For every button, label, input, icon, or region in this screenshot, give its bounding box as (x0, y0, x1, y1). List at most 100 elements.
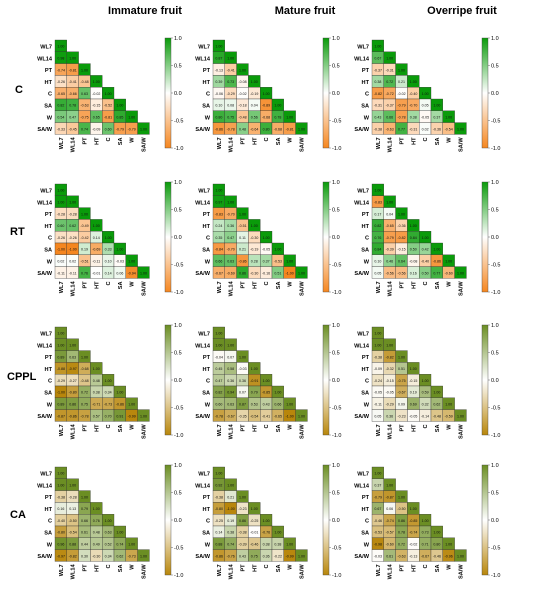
cell-value-label: -0.11 (69, 271, 77, 275)
column-variable-label: WL14 (388, 424, 394, 440)
cell-value-label: 1.00 (445, 115, 452, 119)
cell-value-label: -0.40 (57, 519, 65, 523)
column-variable-label: HT (94, 424, 100, 432)
colorbar-tick-label: -0.5 (332, 546, 341, 552)
cell-value-label: -0.46 (374, 519, 382, 523)
column-variable-label: SA/W (300, 281, 306, 296)
cell-value-label: 0.79 (251, 391, 258, 395)
cell-value-label: 0.76 (374, 236, 381, 240)
colorbar-tick-label: 1.0 (332, 463, 340, 469)
cell-value-label: -0.86 (238, 259, 246, 263)
cell-value-label: -0.16 (262, 271, 270, 275)
cell-value-label: 0.75 (251, 554, 258, 558)
column-variable-label: WL14 (229, 281, 235, 297)
cell-value-label: 0.86 (69, 402, 76, 406)
cell-value-label: 1.00 (445, 259, 452, 263)
colorbar-tick-label: -1.0 (332, 573, 341, 579)
cell-value-label: -0.27 (69, 379, 77, 383)
colorbar-tick-label: 1.0 (491, 463, 499, 469)
column-variable-label: SA/W (459, 281, 465, 296)
row-variable-label: WL14 (195, 343, 211, 349)
cell-value-label: 0.07 (239, 391, 246, 395)
column-variable-label: SA (276, 281, 282, 289)
row-variable-label: HT (203, 224, 211, 230)
cell-value-label: 0.74 (116, 542, 123, 546)
cell-value-label: 0.37 (433, 115, 440, 119)
cell-value-label: 0.63 (105, 531, 112, 535)
column-variable-label: PT (241, 281, 247, 289)
column-variable-label: WL14 (71, 424, 77, 440)
colorbar-tick-label: 0.0 (491, 378, 499, 384)
cell-value-label: 1.00 (239, 68, 246, 72)
cell-value-label: -0.78 (227, 127, 235, 131)
cell-value-label: -0.68 (262, 115, 270, 119)
cell-value-label: 1.00 (386, 483, 393, 487)
cell-value-label: 0.75 (227, 115, 234, 119)
column-variable-label: WL14 (71, 137, 77, 153)
row-variable-label: C (206, 236, 210, 242)
cell-value-label: 0.32 (422, 402, 429, 406)
cell-value-label: 0.77 (433, 271, 440, 275)
colorbar-tick-label: -0.5 (174, 546, 183, 552)
row-variable-label: WL14 (37, 56, 53, 62)
row-variable-label: SA (361, 390, 369, 396)
cell-value-label: 0.86 (239, 519, 246, 523)
row-variable-label: W (364, 259, 370, 265)
cell-value-label: 0.69 (410, 402, 417, 406)
cell-value-label: 1.00 (263, 379, 270, 383)
cell-value-label: -0.25 (250, 519, 258, 523)
cell-value-label: 1.00 (227, 200, 234, 204)
heatmap-cell (295, 549, 308, 562)
cell-value-label: 1.00 (274, 248, 281, 252)
cell-value-label: -0.63 (397, 554, 405, 558)
cell-value-label: 1.00 (298, 271, 305, 275)
row-variable-label: C (48, 519, 52, 525)
cell-value-label: -0.75 (80, 115, 88, 119)
cell-value-label: -0.53 (274, 259, 282, 263)
cell-value-label: 1.00 (457, 554, 464, 558)
cell-value-label: 0.47 (215, 379, 222, 383)
row-variable-label: SA (202, 390, 210, 396)
row-variable-label: PT (362, 212, 370, 218)
cell-value-label: 0.72 (81, 391, 88, 395)
column-variable-label: C (423, 564, 429, 568)
column-variable-label: HT (252, 424, 258, 432)
cell-value-label: 1.00 (422, 92, 429, 96)
cell-value-label: 1.00 (433, 531, 440, 535)
row-variable-label: HT (203, 367, 211, 373)
heatmap-panel: WL7 1.00 WL14 0.97 1.00 PT -0.83 -0.70 1.00 HT 0.2… (195, 180, 341, 296)
colorbar-tick-label: -1.0 (174, 573, 183, 579)
colorbar-tick-label: 0.5 (332, 208, 340, 214)
row-variable-label: WL14 (354, 483, 370, 489)
cell-value-label: 0.48 (239, 127, 246, 131)
cell-value-label: -0.13 (215, 68, 223, 72)
cell-value-label: -0.33 (57, 127, 65, 131)
cell-value-label: 1.00 (239, 355, 246, 359)
cell-value-label: 0.87 (239, 402, 246, 406)
cell-value-label: -0.97 (57, 554, 65, 558)
cell-value-label: 0.44 (81, 542, 88, 546)
cell-value-label: 0.02 (422, 127, 429, 131)
cell-value-label: -0.80 (57, 531, 65, 535)
column-variable-label: HT (411, 424, 417, 432)
cell-value-label: -0.81 (104, 115, 112, 119)
colorbar-tick-label: -0.5 (491, 406, 500, 412)
column-variable-label: WL7 (217, 424, 223, 436)
row-variable-label: SA (202, 103, 210, 109)
cell-value-label: 0.06 (116, 271, 123, 275)
colorbar-tick-label: 1.0 (174, 323, 182, 329)
cell-value-label: 0.38 (227, 531, 234, 535)
cell-value-label: -0.54 (69, 531, 77, 535)
colorbar-tick-label: -1.0 (491, 290, 500, 296)
cell-value-label: 1.00 (57, 200, 64, 204)
cell-value-label: -0.23 (397, 414, 405, 418)
cell-value-label: 1.00 (410, 80, 417, 84)
row-variable-label: SA/W (354, 554, 369, 560)
column-variable-label: W (288, 137, 294, 143)
column-variable-label: HT (411, 564, 417, 572)
cell-value-label: -0.05 (374, 391, 382, 395)
cell-value-label: 0.53 (251, 402, 258, 406)
cell-value-label: 0.30 (81, 554, 88, 558)
colorbar-tick-label: 1.0 (332, 323, 340, 329)
row-variable-label: W (205, 402, 211, 408)
